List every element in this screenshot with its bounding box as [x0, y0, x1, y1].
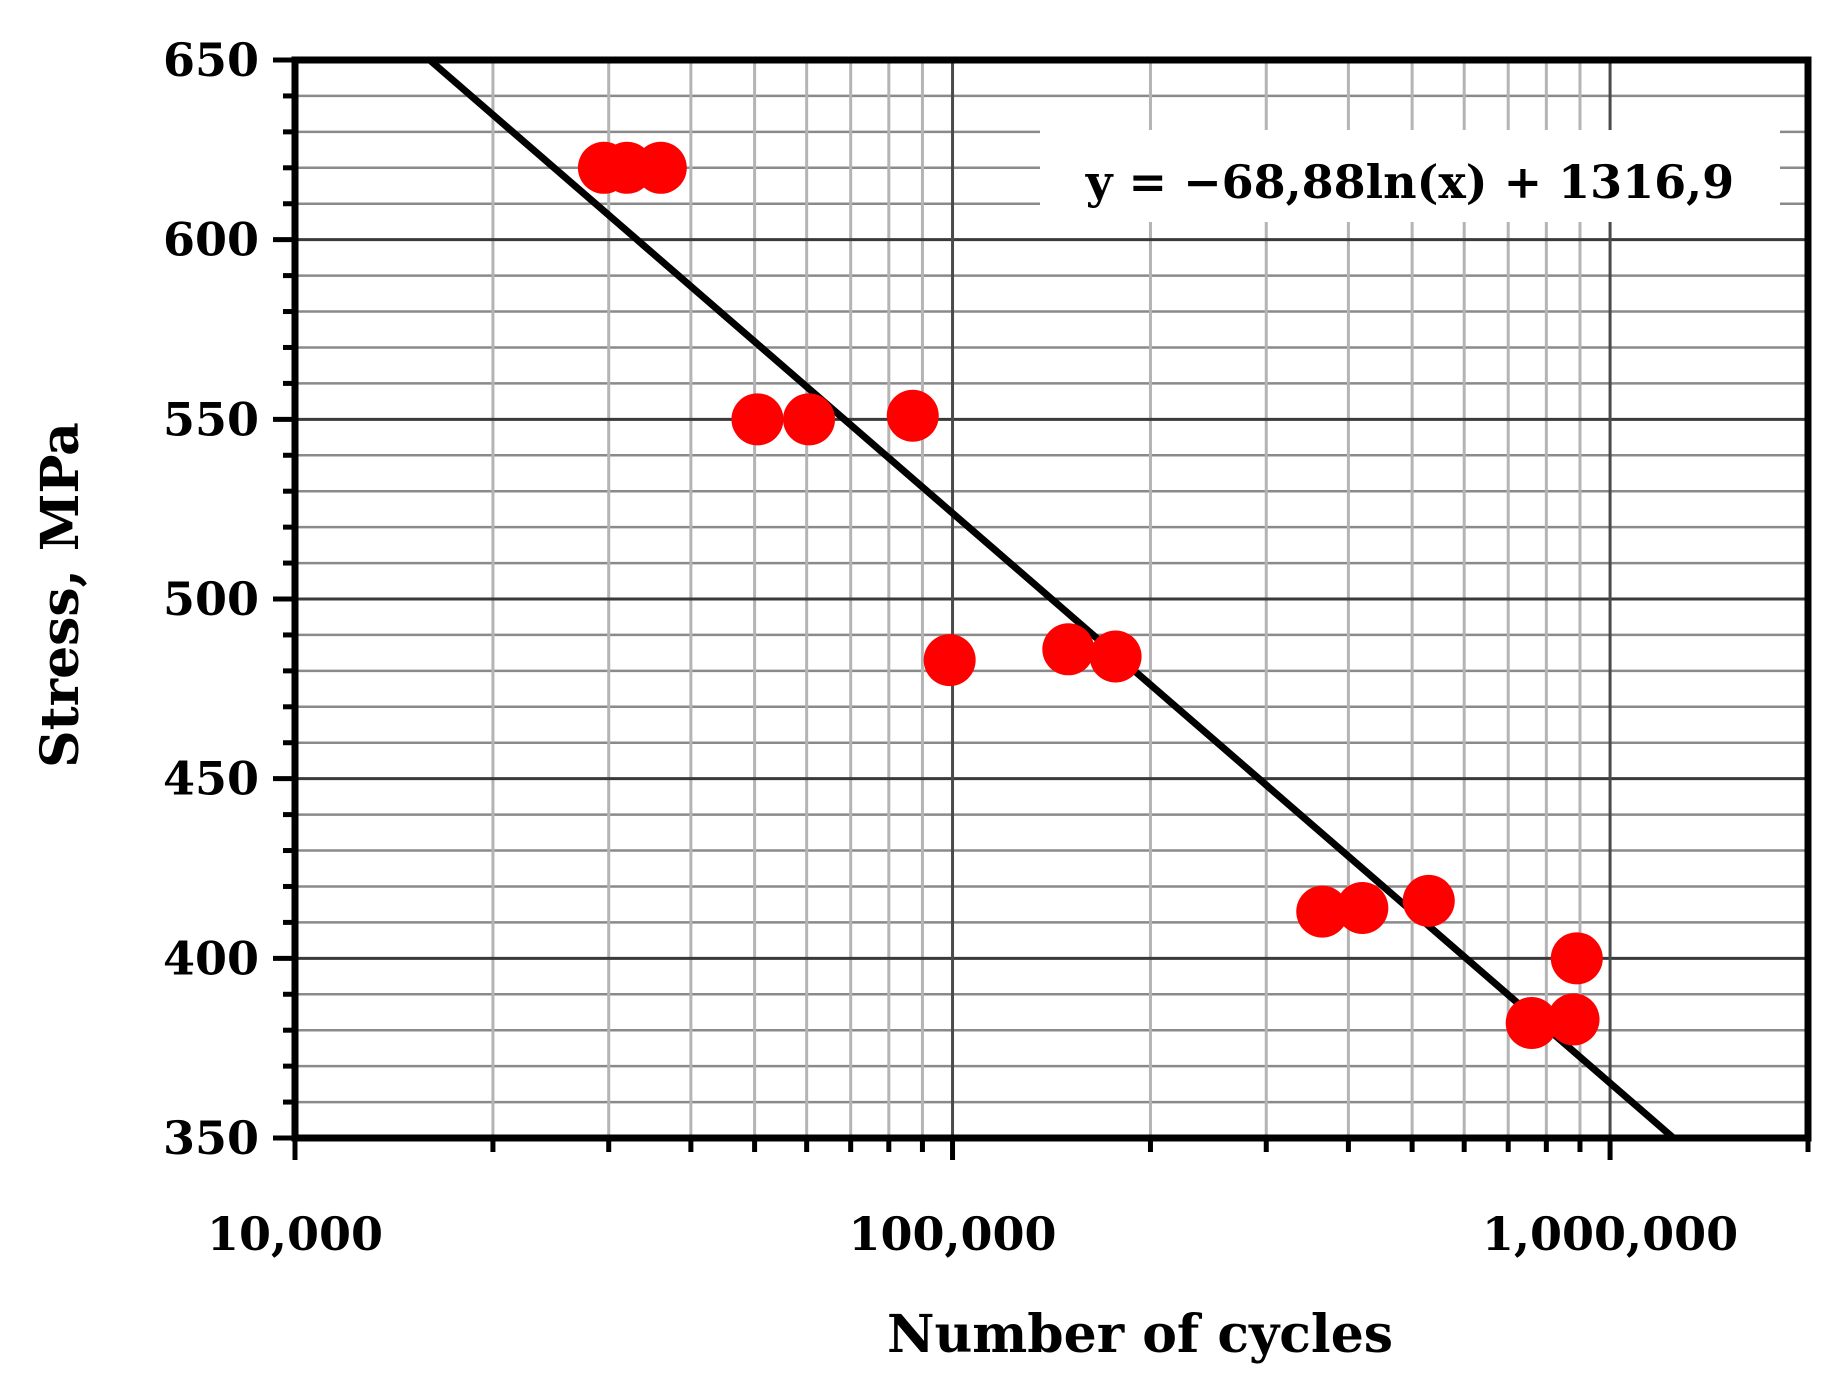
data-point	[1402, 874, 1455, 927]
data-point	[731, 393, 784, 446]
y-tick-label: 350	[163, 1111, 259, 1165]
data-point	[1505, 997, 1558, 1050]
x-tick-labels: 10,000 100,000 1,000,000	[207, 1207, 1738, 1261]
data-point	[1547, 993, 1600, 1046]
axis-ticks	[273, 57, 1811, 1160]
data-point	[1089, 630, 1142, 683]
trendline	[427, 57, 1676, 1141]
y-axis-title: Stress, MPa	[30, 422, 91, 768]
data-point	[783, 393, 836, 446]
y-tick-label: 650	[163, 33, 259, 87]
y-tick-label: 550	[163, 392, 259, 446]
data-point	[1336, 882, 1389, 935]
x-tick-label: 10,000	[207, 1207, 383, 1261]
y-tick-label: 600	[163, 213, 259, 267]
data-point	[923, 634, 976, 687]
equation-background	[1040, 130, 1780, 222]
trendline-equation: y = −68,88ln(x) + 1316,9	[1085, 155, 1734, 209]
equation-box: y = −68,88ln(x) + 1316,9	[1040, 130, 1780, 222]
data-point	[634, 141, 687, 194]
x-tick-label: 100,000	[849, 1207, 1057, 1261]
y-tick-labels: 350 400 450 500 550 600 650	[163, 33, 259, 1165]
data-point	[1042, 623, 1095, 676]
y-tick-label: 400	[163, 931, 259, 985]
data-points	[577, 141, 1603, 1050]
y-tick-label: 450	[163, 752, 259, 806]
data-point	[1550, 932, 1603, 985]
trendline-group	[427, 57, 1676, 1141]
data-point	[886, 389, 939, 442]
data-point	[1296, 885, 1349, 938]
x-tick-label: 1,000,000	[1482, 1207, 1738, 1261]
y-tick-label: 500	[163, 572, 259, 626]
x-axis-title: Number of cycles	[887, 1304, 1393, 1365]
